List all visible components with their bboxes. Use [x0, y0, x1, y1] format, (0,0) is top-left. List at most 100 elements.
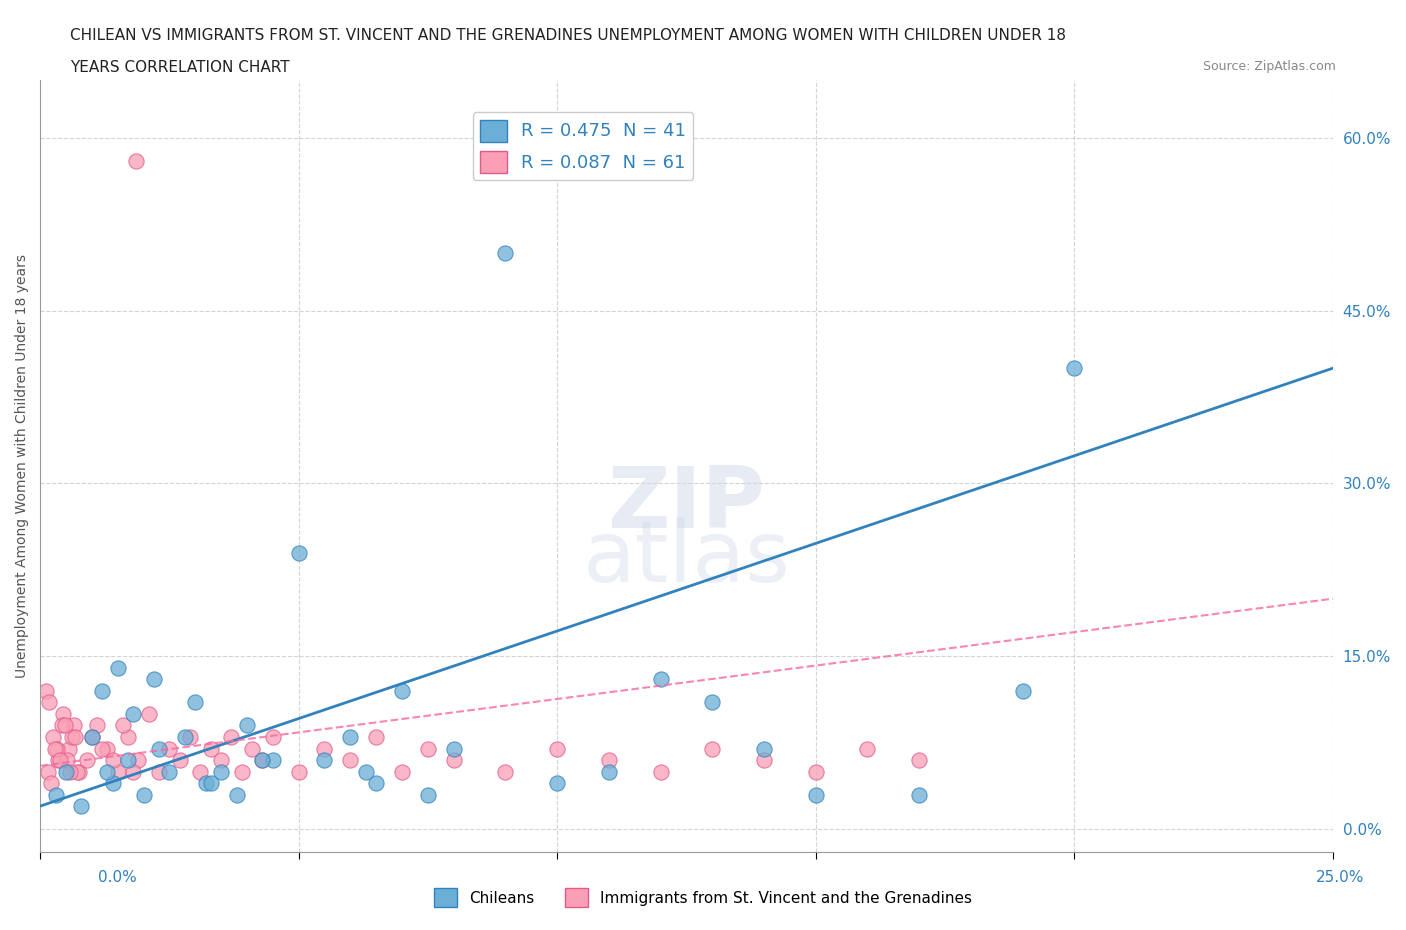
Point [157, 741, 180, 756]
Point [287, 764, 309, 779]
Point [598, 764, 620, 779]
Point [169, 752, 191, 767]
Point [190, 764, 212, 779]
Point [495, 764, 517, 779]
Point [91, 684, 114, 698]
Point [125, 153, 148, 168]
Point [1011, 684, 1033, 698]
Point [416, 787, 439, 802]
Point [314, 741, 336, 756]
Text: Source: ZipAtlas.com: Source: ZipAtlas.com [1202, 60, 1336, 73]
Point [804, 787, 827, 802]
Point [80, 729, 103, 744]
Text: 25.0%: 25.0% [1316, 870, 1364, 884]
Text: atlas: atlas [582, 517, 790, 601]
Text: YEARS CORRELATION CHART: YEARS CORRELATION CHART [70, 60, 290, 75]
Point [96, 741, 118, 756]
Point [56, 752, 79, 767]
Point [443, 741, 465, 756]
Point [107, 660, 129, 675]
Point [443, 752, 465, 767]
Point [38, 695, 60, 710]
Point [42, 729, 65, 744]
Point [117, 729, 139, 744]
Point [546, 776, 568, 790]
Point [101, 752, 124, 767]
Point [70, 799, 93, 814]
Point [148, 741, 170, 756]
Point [157, 764, 180, 779]
Point [58, 741, 80, 756]
Point [354, 764, 377, 779]
Point [37, 764, 59, 779]
Point [179, 729, 201, 744]
Point [416, 741, 439, 756]
Point [598, 752, 620, 767]
Point [142, 672, 165, 687]
Point [41, 776, 63, 790]
Point [101, 776, 124, 790]
Point [132, 787, 155, 802]
Point [908, 752, 931, 767]
Point [495, 246, 517, 260]
Text: 0.0%: 0.0% [98, 870, 138, 884]
Point [122, 707, 145, 722]
Point [209, 752, 232, 767]
Point [44, 741, 66, 756]
Point [252, 752, 274, 767]
Point [546, 741, 568, 756]
Point [52, 707, 75, 722]
Point [194, 776, 217, 790]
Point [45, 787, 67, 802]
Point [1063, 361, 1085, 376]
Point [231, 764, 253, 779]
Point [236, 718, 259, 733]
Point [55, 764, 77, 779]
Point [148, 764, 170, 779]
Point [62, 718, 84, 733]
Point [53, 718, 76, 733]
Point [262, 752, 284, 767]
Point [225, 787, 247, 802]
Point [91, 741, 114, 756]
Point [46, 752, 69, 767]
Point [804, 764, 827, 779]
Point [908, 787, 931, 802]
Point [49, 752, 72, 767]
Text: ZIP: ZIP [607, 463, 765, 546]
Point [200, 741, 222, 756]
Legend: R = 0.475  N = 41, R = 0.087  N = 61: R = 0.475 N = 41, R = 0.087 N = 61 [472, 113, 693, 179]
Point [96, 764, 118, 779]
Point [184, 695, 207, 710]
Point [174, 729, 197, 744]
Point [66, 764, 89, 779]
Point [339, 729, 361, 744]
Y-axis label: Unemployment Among Women with Children Under 18 years: Unemployment Among Women with Children U… [15, 254, 30, 678]
Point [86, 718, 108, 733]
Point [287, 545, 309, 560]
Point [111, 718, 134, 733]
Point [209, 764, 232, 779]
Point [80, 729, 103, 744]
Point [366, 776, 388, 790]
Point [339, 752, 361, 767]
Point [117, 752, 139, 767]
Point [200, 776, 222, 790]
Point [262, 729, 284, 744]
Point [45, 741, 67, 756]
Point [650, 764, 672, 779]
Legend: Chileans, Immigrants from St. Vincent and the Grenadines: Chileans, Immigrants from St. Vincent an… [427, 883, 979, 913]
Point [65, 729, 87, 744]
Point [252, 752, 274, 767]
Text: CHILEAN VS IMMIGRANTS FROM ST. VINCENT AND THE GRENADINES UNEMPLOYMENT AMONG WOM: CHILEAN VS IMMIGRANTS FROM ST. VINCENT A… [70, 28, 1066, 43]
Point [650, 672, 672, 687]
Point [366, 729, 388, 744]
Point [127, 752, 149, 767]
Point [59, 764, 82, 779]
Point [391, 764, 413, 779]
Point [752, 752, 775, 767]
Point [60, 729, 83, 744]
Point [702, 695, 724, 710]
Point [107, 764, 129, 779]
Point [752, 741, 775, 756]
